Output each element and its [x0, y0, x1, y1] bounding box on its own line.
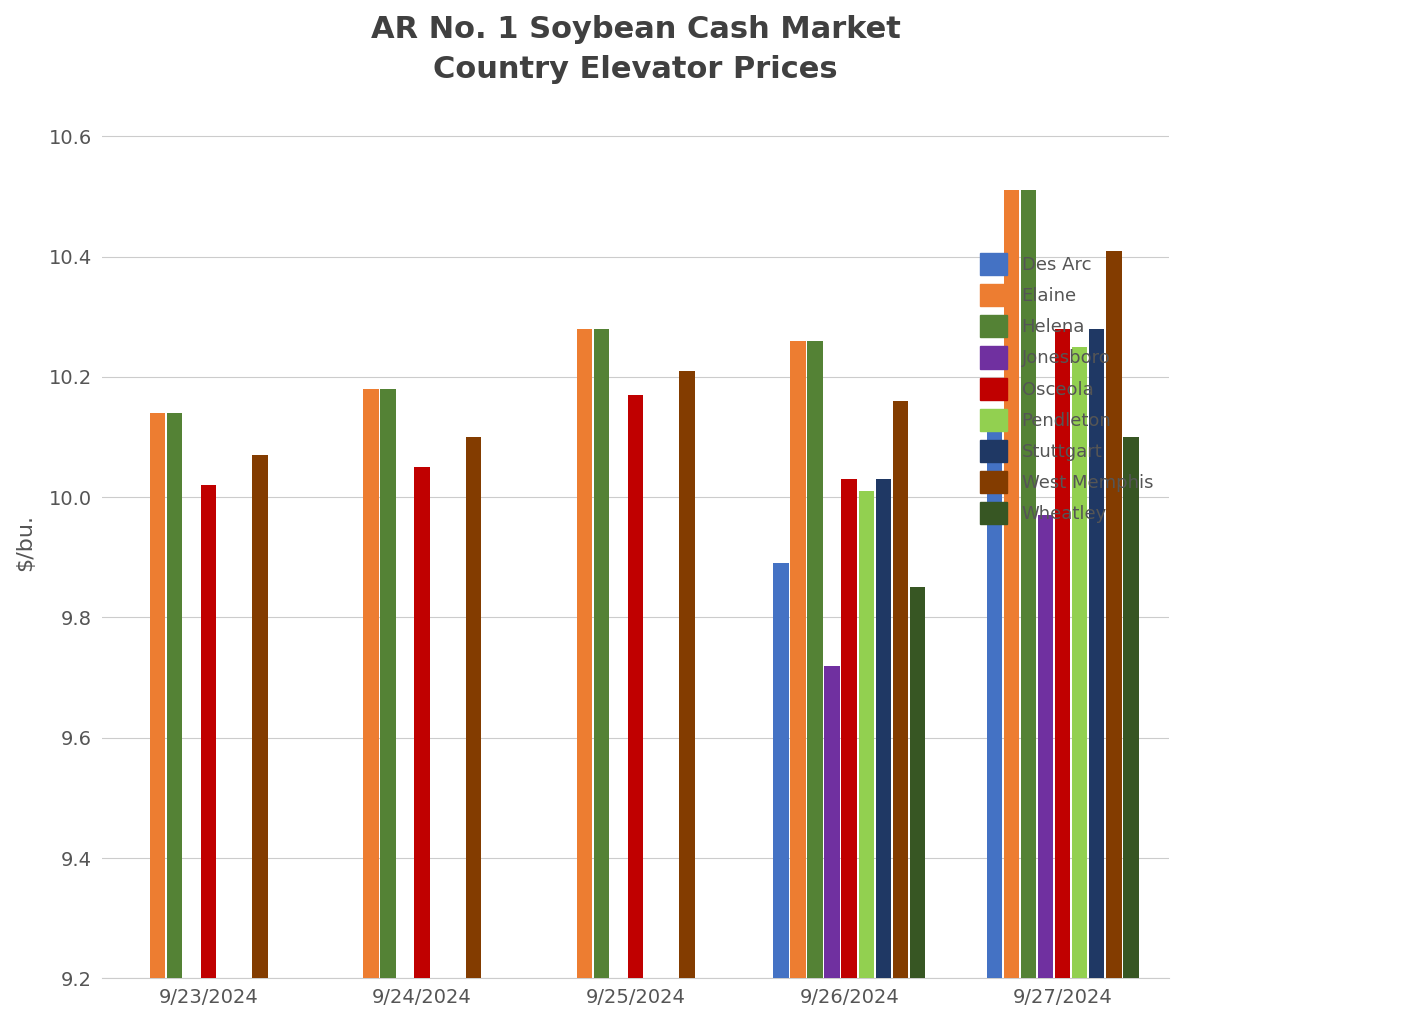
- Bar: [166, 413, 182, 978]
- Bar: [381, 389, 396, 978]
- Bar: [1004, 190, 1019, 978]
- Bar: [1038, 515, 1053, 978]
- Bar: [149, 413, 165, 978]
- Bar: [594, 329, 609, 978]
- Title: AR No. 1 Soybean Cash Market
Country Elevator Prices: AR No. 1 Soybean Cash Market Country Ele…: [371, 15, 901, 85]
- Bar: [1107, 250, 1121, 978]
- Bar: [859, 492, 874, 978]
- Bar: [987, 413, 1003, 978]
- Bar: [202, 485, 216, 978]
- Bar: [773, 563, 788, 978]
- Bar: [808, 340, 822, 978]
- Bar: [825, 665, 840, 978]
- Bar: [1124, 437, 1139, 978]
- Bar: [627, 394, 643, 978]
- Legend: Des Arc, Elaine, Helena, Jonesboro, Osceola, Pendleton, Stuttgart, West Memphis,: Des Arc, Elaine, Helena, Jonesboro, Osce…: [973, 246, 1160, 531]
- Bar: [415, 467, 430, 978]
- Bar: [1072, 346, 1087, 978]
- Bar: [893, 401, 908, 978]
- Bar: [909, 588, 925, 978]
- Y-axis label: $/bu.: $/bu.: [16, 514, 35, 570]
- Bar: [1089, 329, 1104, 978]
- Bar: [680, 371, 695, 978]
- Bar: [842, 479, 857, 978]
- Bar: [790, 340, 805, 978]
- Bar: [252, 455, 268, 978]
- Bar: [577, 329, 592, 978]
- Bar: [364, 389, 378, 978]
- Bar: [465, 437, 481, 978]
- Bar: [876, 479, 891, 978]
- Bar: [1021, 190, 1036, 978]
- Bar: [1055, 329, 1070, 978]
